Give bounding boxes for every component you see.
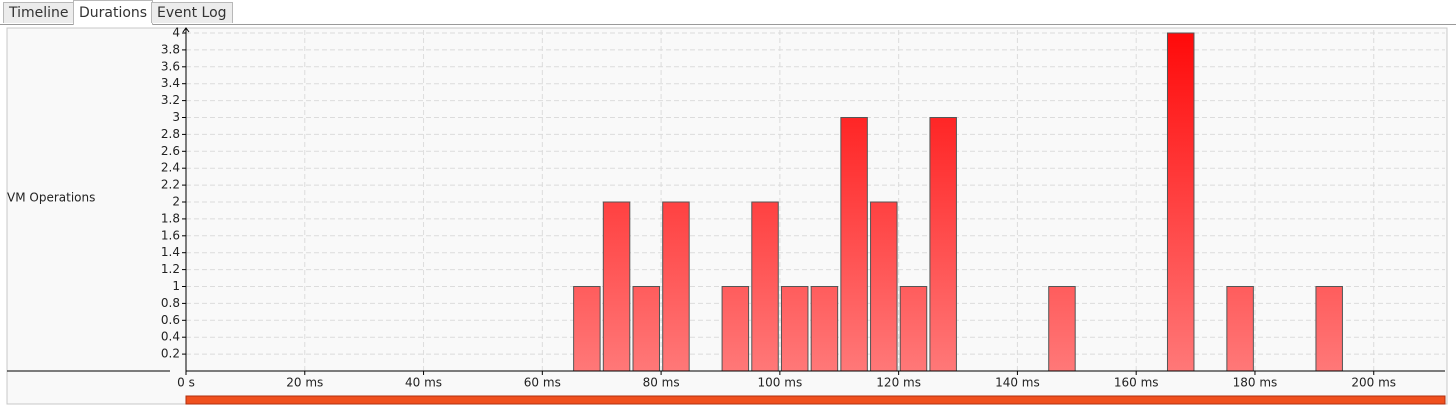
y-tick-label: 3 [172, 110, 180, 124]
tab[interactable]: Timeline [3, 2, 75, 23]
x-tick-label: 20 ms [286, 376, 323, 390]
bar [751, 201, 779, 372]
tab[interactable]: Durations [73, 0, 154, 25]
tab-bar: Timeline Durations Event Log [0, 0, 1456, 25]
y-axis-arrow [182, 27, 190, 33]
y-tick-label: 2.8 [161, 127, 180, 141]
x-tick-label: 40 ms [405, 376, 442, 390]
bar [1315, 286, 1343, 372]
bar [721, 286, 750, 372]
y-tick-label: 2.4 [161, 161, 180, 175]
tab[interactable]: Event Log [151, 2, 233, 23]
y-tick-label: 0.4 [161, 330, 180, 344]
bar [1166, 32, 1195, 372]
y-tick-label: 3.6 [161, 59, 180, 73]
x-tick-label: 0 s [177, 376, 195, 390]
y-tick-label: 3.2 [161, 93, 180, 107]
y-tick-label: 4 [172, 26, 180, 40]
bar [810, 286, 839, 372]
bar [573, 286, 601, 372]
y-tick-label: 1.6 [161, 228, 180, 242]
x-tick-label: 160 ms [1114, 376, 1159, 390]
x-tick-label: 180 ms [1233, 376, 1278, 390]
y-tick-label: 1 [172, 279, 180, 293]
y-tick-label: 1.2 [161, 262, 180, 276]
y-tick-label: 1.4 [161, 245, 180, 259]
bar [1048, 286, 1076, 372]
bar [870, 201, 898, 372]
x-tick-label: 140 ms [995, 376, 1040, 390]
bar [662, 201, 690, 372]
bar [1226, 286, 1254, 372]
y-tick-label: 2 [172, 195, 180, 209]
bar [840, 117, 868, 372]
range-bar[interactable] [185, 395, 1446, 405]
x-tick-label: 120 ms [876, 376, 921, 390]
y-tick-label: 0.8 [161, 296, 180, 310]
bar [780, 286, 809, 372]
y-tick-label: 2.2 [161, 178, 180, 192]
x-tick-label: 80 ms [643, 376, 680, 390]
bar [899, 286, 928, 372]
bar [602, 201, 631, 372]
y-tick-label: 0.6 [161, 313, 180, 327]
bar [929, 117, 957, 372]
y-tick-label: 2.6 [161, 144, 180, 158]
y-tick-label: 0.2 [161, 347, 180, 361]
y-tick-label: 3.8 [161, 42, 180, 56]
y-tick-label: 1.8 [161, 211, 180, 225]
x-tick-label: 100 ms [758, 376, 803, 390]
x-tick-label: 60 ms [524, 376, 561, 390]
bar [632, 286, 660, 372]
row-label: VM Operations [7, 191, 95, 205]
x-tick-label: 200 ms [1351, 376, 1396, 390]
y-tick-label: 3.4 [161, 76, 180, 90]
